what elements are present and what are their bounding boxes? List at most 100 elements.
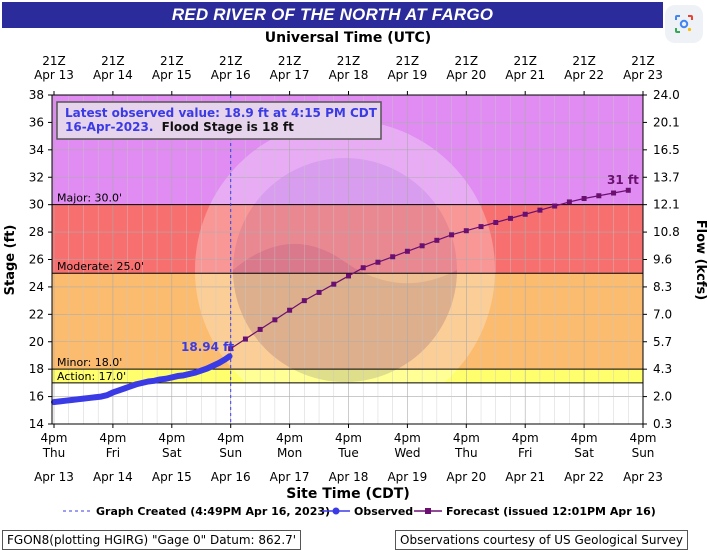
y2-tick-label: 12.1 [653,198,680,212]
forecast-point [228,346,234,352]
bottom-axis-title: Site Time (CDT) [286,486,410,502]
forecast-point [242,336,248,342]
forecast-point [419,243,425,249]
bottom-tick-weekday: Fri [106,446,120,460]
forecast-point [375,259,381,265]
legend-observed-marker [332,507,340,515]
footer-credit-text: Observations courtesy of US Geological S… [400,533,683,547]
y2-tick-label: 5.7 [653,335,672,349]
footer-credit-box: Observations courtesy of US Geological S… [395,530,688,550]
bottom-tick-weekday: Tue [337,446,359,460]
bottom-tick-date: Apr 23 [623,470,663,484]
top-tick-time: 21Z [455,54,479,68]
bottom-tick-date: Apr 16 [211,470,251,484]
y2-tick-label: 2.0 [653,390,672,404]
top-tick-time: 21Z [160,54,184,68]
y-tick-label: 24 [29,280,44,294]
forecast-point [493,219,499,225]
y2-tick-label: 24.0 [653,88,680,102]
observed-point [222,356,228,363]
forecast-point [537,207,543,213]
band-moderate [52,204,643,274]
top-tick-time: 21Z [631,54,655,68]
forecast-point [507,215,513,221]
y-tick-label: 26 [29,253,44,267]
top-axis-title: Universal Time (UTC) [265,30,431,46]
bottom-tick-weekday: Sun [632,446,655,460]
bottom-tick-date: Apr 18 [329,470,369,484]
forecast-point [301,298,307,304]
observed-point [210,362,216,369]
threshold-label-minor: Minor: 18.0' [57,356,122,369]
legend-forecast-label: Forecast (issued 12:01PM Apr 16) [446,505,656,518]
top-tick-date: Apr 20 [446,68,486,82]
observed-point [180,372,187,379]
observed-value-label: 18.94 ft [181,340,234,354]
top-tick-time: 21Z [572,54,596,68]
observed-point [98,393,104,400]
observed-point [226,353,233,360]
noaa-logo-watermark [195,120,495,420]
threshold-label-action: Action: 17.0' [57,370,126,383]
y2-axis-title: Flow (kcfs) [693,220,707,300]
latest-observed-date: 16-Apr-2023. [65,120,153,134]
top-tick-date: Apr 15 [152,68,192,82]
bottom-tick-time: 4pm [512,431,539,445]
bottom-tick-date: Apr 21 [505,470,545,484]
y2-tick-label: 0.3 [653,417,672,431]
observed-point [110,389,116,396]
y-axis-title: Stage (ft) [3,225,18,296]
bottom-tick-time: 4pm [630,431,657,445]
observed-point [57,398,63,405]
chart-title: RED RIVER OF THE NORTH AT FARGO [2,2,663,28]
forecast-point [287,307,293,313]
observed-point [127,383,134,390]
forecast-point [478,224,484,230]
bottom-tick-time: 4pm [217,431,244,445]
y-tick-label: 32 [29,170,44,184]
legend-observed-label: Observed [354,505,413,518]
bottom-tick-time: 4pm [99,431,126,445]
google-lens-button[interactable] [665,5,703,43]
observed-point [157,376,163,383]
observed-point [86,395,93,401]
latest-observed-line1: Latest observed value: 18.9 ft at 4:15 P… [65,106,378,120]
bottom-tick-date: Apr 13 [34,470,74,484]
bottom-tick-time: 4pm [276,431,303,445]
bottom-tick-weekday: Wed [394,446,420,460]
y2-tick-label: 10.8 [653,225,680,239]
bottom-tick-time: 4pm [41,431,68,445]
y2-tick-label: 16.5 [653,143,680,157]
bottom-tick-date: Apr 19 [387,470,427,484]
forecast-point [522,211,528,217]
y2-tick-label: 13.7 [653,170,680,184]
observed-point [92,394,99,401]
bottom-tick-weekday: Mon [277,446,302,460]
top-tick-time: 21Z [396,54,420,68]
bottom-tick-time: 4pm [158,431,185,445]
plot-frame [51,94,644,425]
observed-point [204,365,210,372]
y2-tick-label: 20.1 [653,115,680,129]
bottom-tick-weekday: Sat [162,446,182,460]
forecast-point [316,289,322,295]
y-tick-label: 28 [29,225,44,239]
footer-datum-text: FGON8(plotting HGIRG) "Gage 0" Datum: 86… [7,533,297,547]
observed-point [80,395,87,402]
bottom-tick-date: Apr 22 [564,470,604,484]
threshold-label-moderate: Moderate: 25.0' [57,260,144,273]
top-tick-time: 21Z [101,54,125,68]
top-tick-time: 21Z [278,54,302,68]
google-lens-icon [675,15,693,33]
y-tick-label: 36 [29,115,44,129]
top-tick-time: 21Z [513,54,537,68]
observed-point [216,360,222,366]
bottom-tick-weekday: Thu [42,446,66,460]
y2-tick-label: 9.6 [653,253,672,267]
top-tick-date: Apr 18 [329,68,369,82]
forecast-peak-label: 31 ft [607,173,639,187]
y2-tick-label: 4.3 [653,362,672,376]
forecast-point [449,232,455,238]
bottom-tick-time: 4pm [571,431,598,445]
